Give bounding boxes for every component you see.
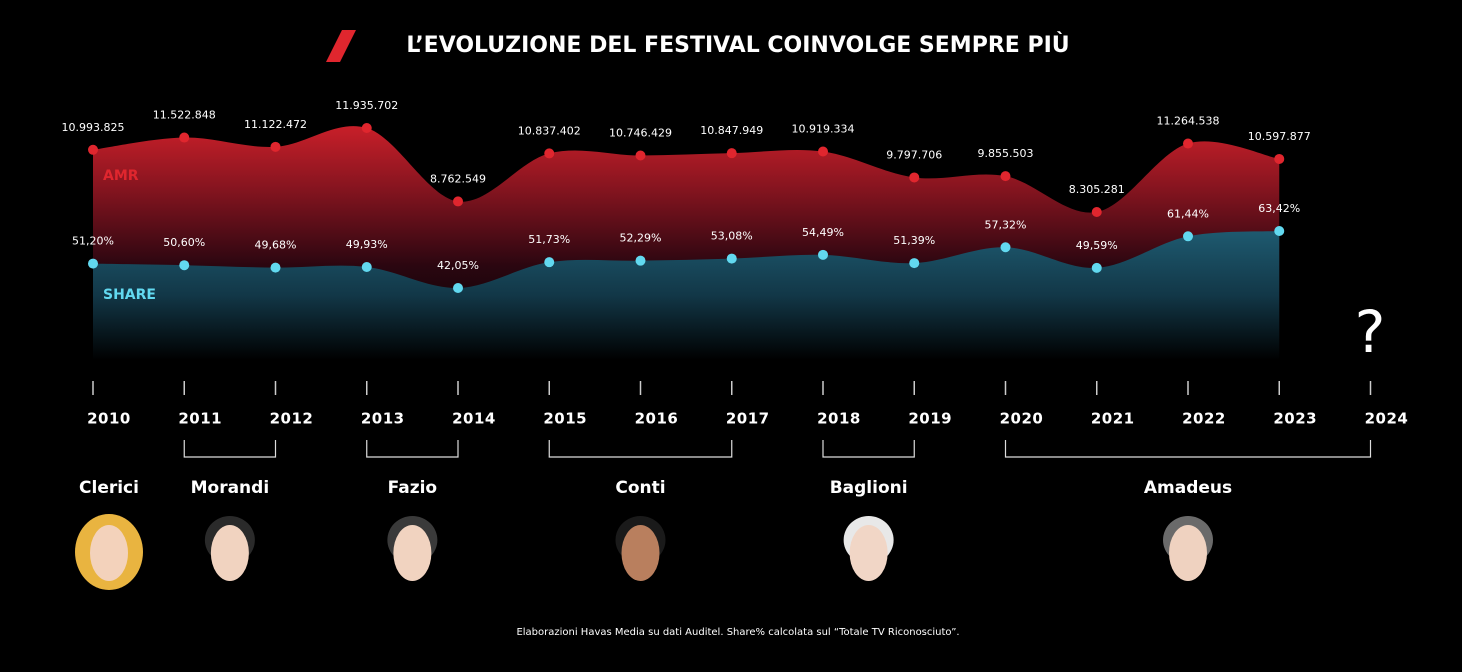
data-label: 49,59% [1076, 239, 1118, 252]
data-point [1091, 262, 1102, 273]
presenter-bracket [183, 440, 277, 458]
data-point [361, 261, 372, 272]
data-label: 51,20% [72, 235, 114, 248]
data-label: 10.919.334 [792, 123, 855, 136]
data-label: 11.522.848 [153, 109, 216, 122]
series-label: AMR [103, 168, 139, 184]
x-tick-label: 2015 [543, 410, 587, 428]
data-point [1091, 207, 1102, 217]
data-point [453, 283, 463, 293]
data-label: 54,49% [802, 226, 844, 239]
x-tick-label: 2016 [635, 410, 679, 428]
data-point [1000, 171, 1011, 182]
presenter-name: Amadeus [1144, 478, 1232, 498]
data-point [1000, 242, 1011, 253]
data-point [1183, 138, 1193, 149]
data-label: 52,29% [620, 232, 662, 245]
presenter-name: Conti [615, 478, 665, 498]
data-label: 50,60% [163, 236, 205, 249]
x-tick-label: 2021 [1091, 410, 1135, 428]
presenter-face [1169, 525, 1207, 581]
data-point [88, 258, 98, 269]
data-point [818, 249, 828, 260]
x-tick-label: 2020 [1000, 410, 1044, 428]
data-label: 42,05% [437, 259, 479, 272]
data-label: 9.855.503 [978, 147, 1034, 160]
data-label: 11.935.702 [335, 99, 398, 112]
data-label: 57,32% [985, 218, 1027, 231]
data-label: 11.264.538 [1157, 115, 1220, 128]
data-point [179, 260, 190, 271]
data-label: 11.122.472 [244, 118, 307, 131]
x-tick-label: 2012 [270, 410, 314, 428]
data-point [544, 257, 555, 268]
data-point [726, 148, 737, 159]
presenter-bracket [548, 440, 733, 458]
data-label: 10.746.429 [609, 127, 672, 140]
data-point [635, 150, 646, 161]
series-area [93, 231, 1280, 360]
data-label: 10.847.949 [700, 124, 763, 137]
data-label: 51,73% [528, 233, 570, 246]
x-tick-label: 2018 [817, 410, 861, 428]
x-tick-label: 2011 [178, 410, 222, 428]
data-point [818, 146, 828, 157]
presenter-name: Clerici [79, 478, 139, 498]
data-label: 49,93% [346, 238, 388, 251]
x-tick-label: 2017 [726, 410, 770, 428]
data-point [1274, 226, 1285, 236]
data-point [635, 255, 646, 266]
data-label: 51,39% [893, 234, 935, 247]
presenter-bracket [822, 440, 915, 458]
chart-title: L’EVOLUZIONE DEL FESTIVAL COINVOLGE SEMP… [406, 32, 1069, 58]
data-point [1183, 231, 1193, 242]
presenter-face [393, 525, 432, 581]
data-label: 61,44% [1167, 207, 1209, 220]
data-label: 53,08% [711, 230, 753, 243]
data-point [179, 132, 190, 143]
data-point [270, 262, 281, 273]
data-point [88, 144, 98, 155]
presenter-name: Fazio [388, 478, 438, 498]
presenter-bracket [366, 440, 459, 458]
x-tick-label: 2014 [452, 410, 496, 428]
data-point [726, 253, 737, 264]
data-label: 63,42% [1258, 202, 1300, 215]
data-label: 9.797.706 [886, 148, 942, 161]
data-label: 8.762.549 [430, 172, 486, 185]
presenter-name: Morandi [191, 478, 270, 498]
data-label: 10.993.825 [62, 121, 125, 134]
annotation: ? [1355, 298, 1386, 366]
presenter-face [210, 525, 249, 581]
data-label: 10.597.877 [1248, 130, 1311, 143]
data-point [270, 141, 281, 152]
series-label: SHARE [103, 287, 156, 303]
data-label: 49,68% [255, 239, 297, 252]
data-point [909, 258, 920, 269]
data-label: 8.305.281 [1069, 183, 1125, 196]
data-point [361, 123, 372, 133]
data-point [544, 148, 555, 159]
data-point [909, 172, 920, 183]
x-tick-label: 2022 [1182, 410, 1226, 428]
source-note: Elaborazioni Havas Media su dati Auditel… [516, 627, 959, 638]
x-tick-label: 2013 [361, 410, 405, 428]
presenter-face [90, 525, 128, 581]
data-label: 10.837.402 [518, 124, 581, 137]
presenter-bracket [1004, 440, 1372, 458]
presenter-face [849, 525, 888, 581]
presenter-face [621, 525, 660, 581]
data-point [1274, 153, 1285, 164]
x-tick-label: 2010 [87, 410, 131, 428]
x-tick-label: 2023 [1273, 410, 1317, 428]
presenter-name: Baglioni [830, 478, 908, 498]
x-tick-label: 2019 [908, 410, 952, 428]
data-point [453, 196, 463, 207]
title-accent [326, 30, 356, 62]
x-tick-label: 2024 [1365, 410, 1409, 428]
